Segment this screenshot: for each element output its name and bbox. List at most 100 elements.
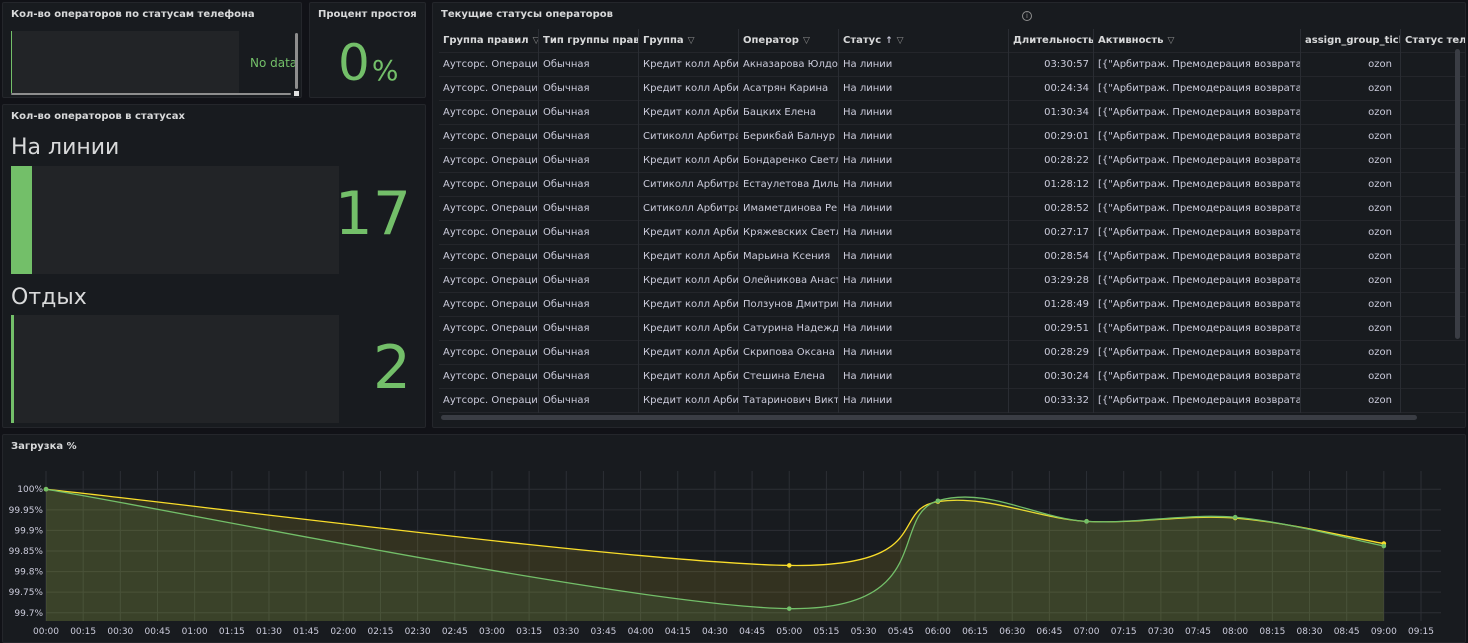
- table-cell: Берикбай Балнур: [739, 124, 839, 149]
- panel-title[interactable]: Кол-во операторов по статусам телефона: [11, 9, 255, 20]
- filter-icon[interactable]: ▽: [802, 35, 810, 46]
- panel-title[interactable]: Текущие статусы операторов: [441, 9, 613, 20]
- table-cell: Аутсорс. Операцион: [439, 268, 539, 293]
- column-header-label: Оператор: [743, 34, 799, 46]
- table-cell: Бондаренко Светлан: [739, 148, 839, 173]
- table-cell: Кредит колл Арбитр: [639, 76, 739, 101]
- filter-icon[interactable]: ▽: [1167, 35, 1175, 46]
- table-row[interactable]: Аутсорс. ОперационОбычнаяКредит колл Арб…: [439, 76, 1465, 101]
- horizontal-scrollbar[interactable]: [11, 93, 291, 95]
- info-icon[interactable]: i: [1022, 11, 1032, 21]
- column-header[interactable]: Длительность▽: [1009, 28, 1094, 53]
- table-cell: На линии: [839, 388, 1009, 413]
- status-value-rest: 2: [372, 333, 411, 403]
- table-cell: ozon: [1301, 52, 1401, 77]
- table-row[interactable]: Аутсорс. ОперационОбычнаяКредит колл Арб…: [439, 244, 1465, 269]
- column-header[interactable]: Активность ▽: [1094, 28, 1301, 53]
- table-cell: Обычная: [539, 220, 639, 245]
- table-cell: На линии: [839, 196, 1009, 221]
- operators-in-statuses-panel: Кол-во операторов в статусах На линии 17…: [2, 104, 426, 428]
- table-row[interactable]: Аутсорс. ОперационОбычнаяКредит колл Арб…: [439, 268, 1465, 293]
- data-point: [1084, 519, 1089, 524]
- table-cell: [{"Арбитраж. Премодерация возврата Ozon: [1094, 124, 1301, 149]
- series-area: [46, 489, 1384, 621]
- x-tick-label: 04:45: [739, 627, 765, 637]
- column-header[interactable]: Тип группы прав▽: [539, 28, 639, 53]
- x-tick-label: 06:00: [925, 627, 951, 637]
- filter-icon[interactable]: ▽: [687, 35, 695, 46]
- table-row[interactable]: Аутсорс. ОперационОбычнаяСитиколл Арбитр…: [439, 172, 1465, 197]
- resize-handle[interactable]: [294, 91, 299, 96]
- table-cell: Обычная: [539, 340, 639, 365]
- table-row[interactable]: Аутсорс. ОперационОбычнаяКредит колл Арб…: [439, 292, 1465, 317]
- table-cell: Обычная: [539, 172, 639, 197]
- x-tick-label: 05:30: [851, 627, 877, 637]
- y-tick-label: 99.95%: [9, 506, 44, 516]
- table-cell: На линии: [839, 148, 1009, 173]
- table-cell: [{"Арбитраж. Премодерация возврата Ozon: [1094, 76, 1301, 101]
- table-row[interactable]: Аутсорс. ОперационОбычнаяКредит колл Арб…: [439, 340, 1465, 365]
- table-cell: Естаулетова Дильна: [739, 172, 839, 197]
- table-cell: На линии: [839, 268, 1009, 293]
- data-point: [786, 563, 792, 568]
- table-row[interactable]: Аутсорс. ОперационОбычнаяСитиколл Арбитр…: [439, 196, 1465, 221]
- table-cell: Обычная: [539, 52, 639, 77]
- column-header[interactable]: Статус теле: [1401, 29, 1466, 53]
- table-cell: Обычная: [539, 196, 639, 221]
- x-tick-label: 03:45: [590, 627, 616, 637]
- x-tick-label: 03:15: [516, 627, 542, 637]
- table-cell: 00:33:32: [1009, 388, 1094, 413]
- table-row[interactable]: Аутсорс. ОперационОбычнаяКредит колл Арб…: [439, 148, 1465, 173]
- column-header-label: Статус теле: [1405, 34, 1466, 46]
- table-cell: ozon: [1301, 340, 1401, 365]
- panel-title[interactable]: Процент простоя: [318, 9, 417, 20]
- table-cell: [{"Арбитраж. Премодерация возврата Ozon: [1094, 148, 1301, 173]
- x-tick-label: 06:30: [999, 627, 1025, 637]
- x-tick-label: 07:15: [1111, 627, 1137, 637]
- table-cell: Кряжевских Светлан: [739, 220, 839, 245]
- vertical-scrollbar[interactable]: [1455, 49, 1460, 339]
- table-row[interactable]: Аутсорс. ОперационОбычнаяСитиколл Арбитр…: [439, 124, 1465, 149]
- table-cell: На линии: [839, 244, 1009, 269]
- table-cell: ozon: [1301, 364, 1401, 389]
- column-header[interactable]: Группа ▽: [639, 28, 739, 53]
- table-cell: 00:30:24: [1009, 364, 1094, 389]
- table-cell: [{"Арбитраж. Премодерация возврата Ozon: [1094, 100, 1301, 125]
- table-cell: Аутсорс. Операцион: [439, 148, 539, 173]
- column-header[interactable]: Группа правил ▽: [439, 28, 539, 53]
- table-cell: Кредит колл Арбитр: [639, 220, 739, 245]
- table-cell: [{"Арбитраж. Премодерация возврата Ozon: [1094, 52, 1301, 77]
- column-header[interactable]: assign_group_ticl▽: [1301, 28, 1401, 53]
- table-row[interactable]: Аутсорс. ОперационОбычнаяКредит колл Арб…: [439, 388, 1465, 413]
- horizontal-scrollbar[interactable]: [441, 415, 1417, 420]
- filter-icon[interactable]: ▽: [532, 35, 539, 46]
- y-tick-label: 99.9%: [14, 526, 43, 536]
- vertical-scrollbar[interactable]: [295, 33, 298, 89]
- sort-asc-icon[interactable]: ↑: [885, 35, 893, 46]
- table-cell: Обычная: [539, 316, 639, 341]
- table-cell: ozon: [1301, 172, 1401, 197]
- table-row[interactable]: Аутсорс. ОперационОбычнаяКредит колл Арб…: [439, 364, 1465, 389]
- x-tick-label: 03:30: [553, 627, 579, 637]
- y-tick-label: 99.8%: [14, 568, 43, 578]
- x-tick-label: 00:45: [145, 627, 171, 637]
- table-cell: Кредит колл Арбитр: [639, 364, 739, 389]
- filter-icon[interactable]: ▽: [896, 35, 904, 46]
- table-row[interactable]: Аутсорс. ОперационОбычнаяКредит колл Арб…: [439, 316, 1465, 341]
- x-tick-label: 07:30: [1148, 627, 1174, 637]
- panel-title[interactable]: Загрузка %: [11, 441, 77, 452]
- table-cell: Аутсорс. Операцион: [439, 340, 539, 365]
- table-row[interactable]: Аутсорс. ОперационОбычнаяКредит колл Арб…: [439, 52, 1465, 77]
- table-row[interactable]: Аутсорс. ОперационОбычнаяКредит колл Арб…: [439, 220, 1465, 245]
- column-header[interactable]: Статус ↑ ▽: [839, 28, 1009, 53]
- table-cell: Аутсорс. Операцион: [439, 124, 539, 149]
- x-tick-label: 08:45: [1334, 627, 1360, 637]
- table-cell: [{"Арбитраж. Премодерация возврата Ozon: [1094, 292, 1301, 317]
- table-cell: [{"Арбитраж. Премодерация возврата Ozon: [1094, 196, 1301, 221]
- x-tick-label: 09:15: [1408, 627, 1434, 637]
- x-tick-label: 04:00: [628, 627, 654, 637]
- table-cell: Марьина Ксения: [739, 244, 839, 269]
- table-row[interactable]: Аутсорс. ОперационОбычнаяКредит колл Арб…: [439, 100, 1465, 125]
- column-header[interactable]: Оператор ▽: [739, 28, 839, 53]
- panel-title[interactable]: Кол-во операторов в статусах: [11, 111, 185, 122]
